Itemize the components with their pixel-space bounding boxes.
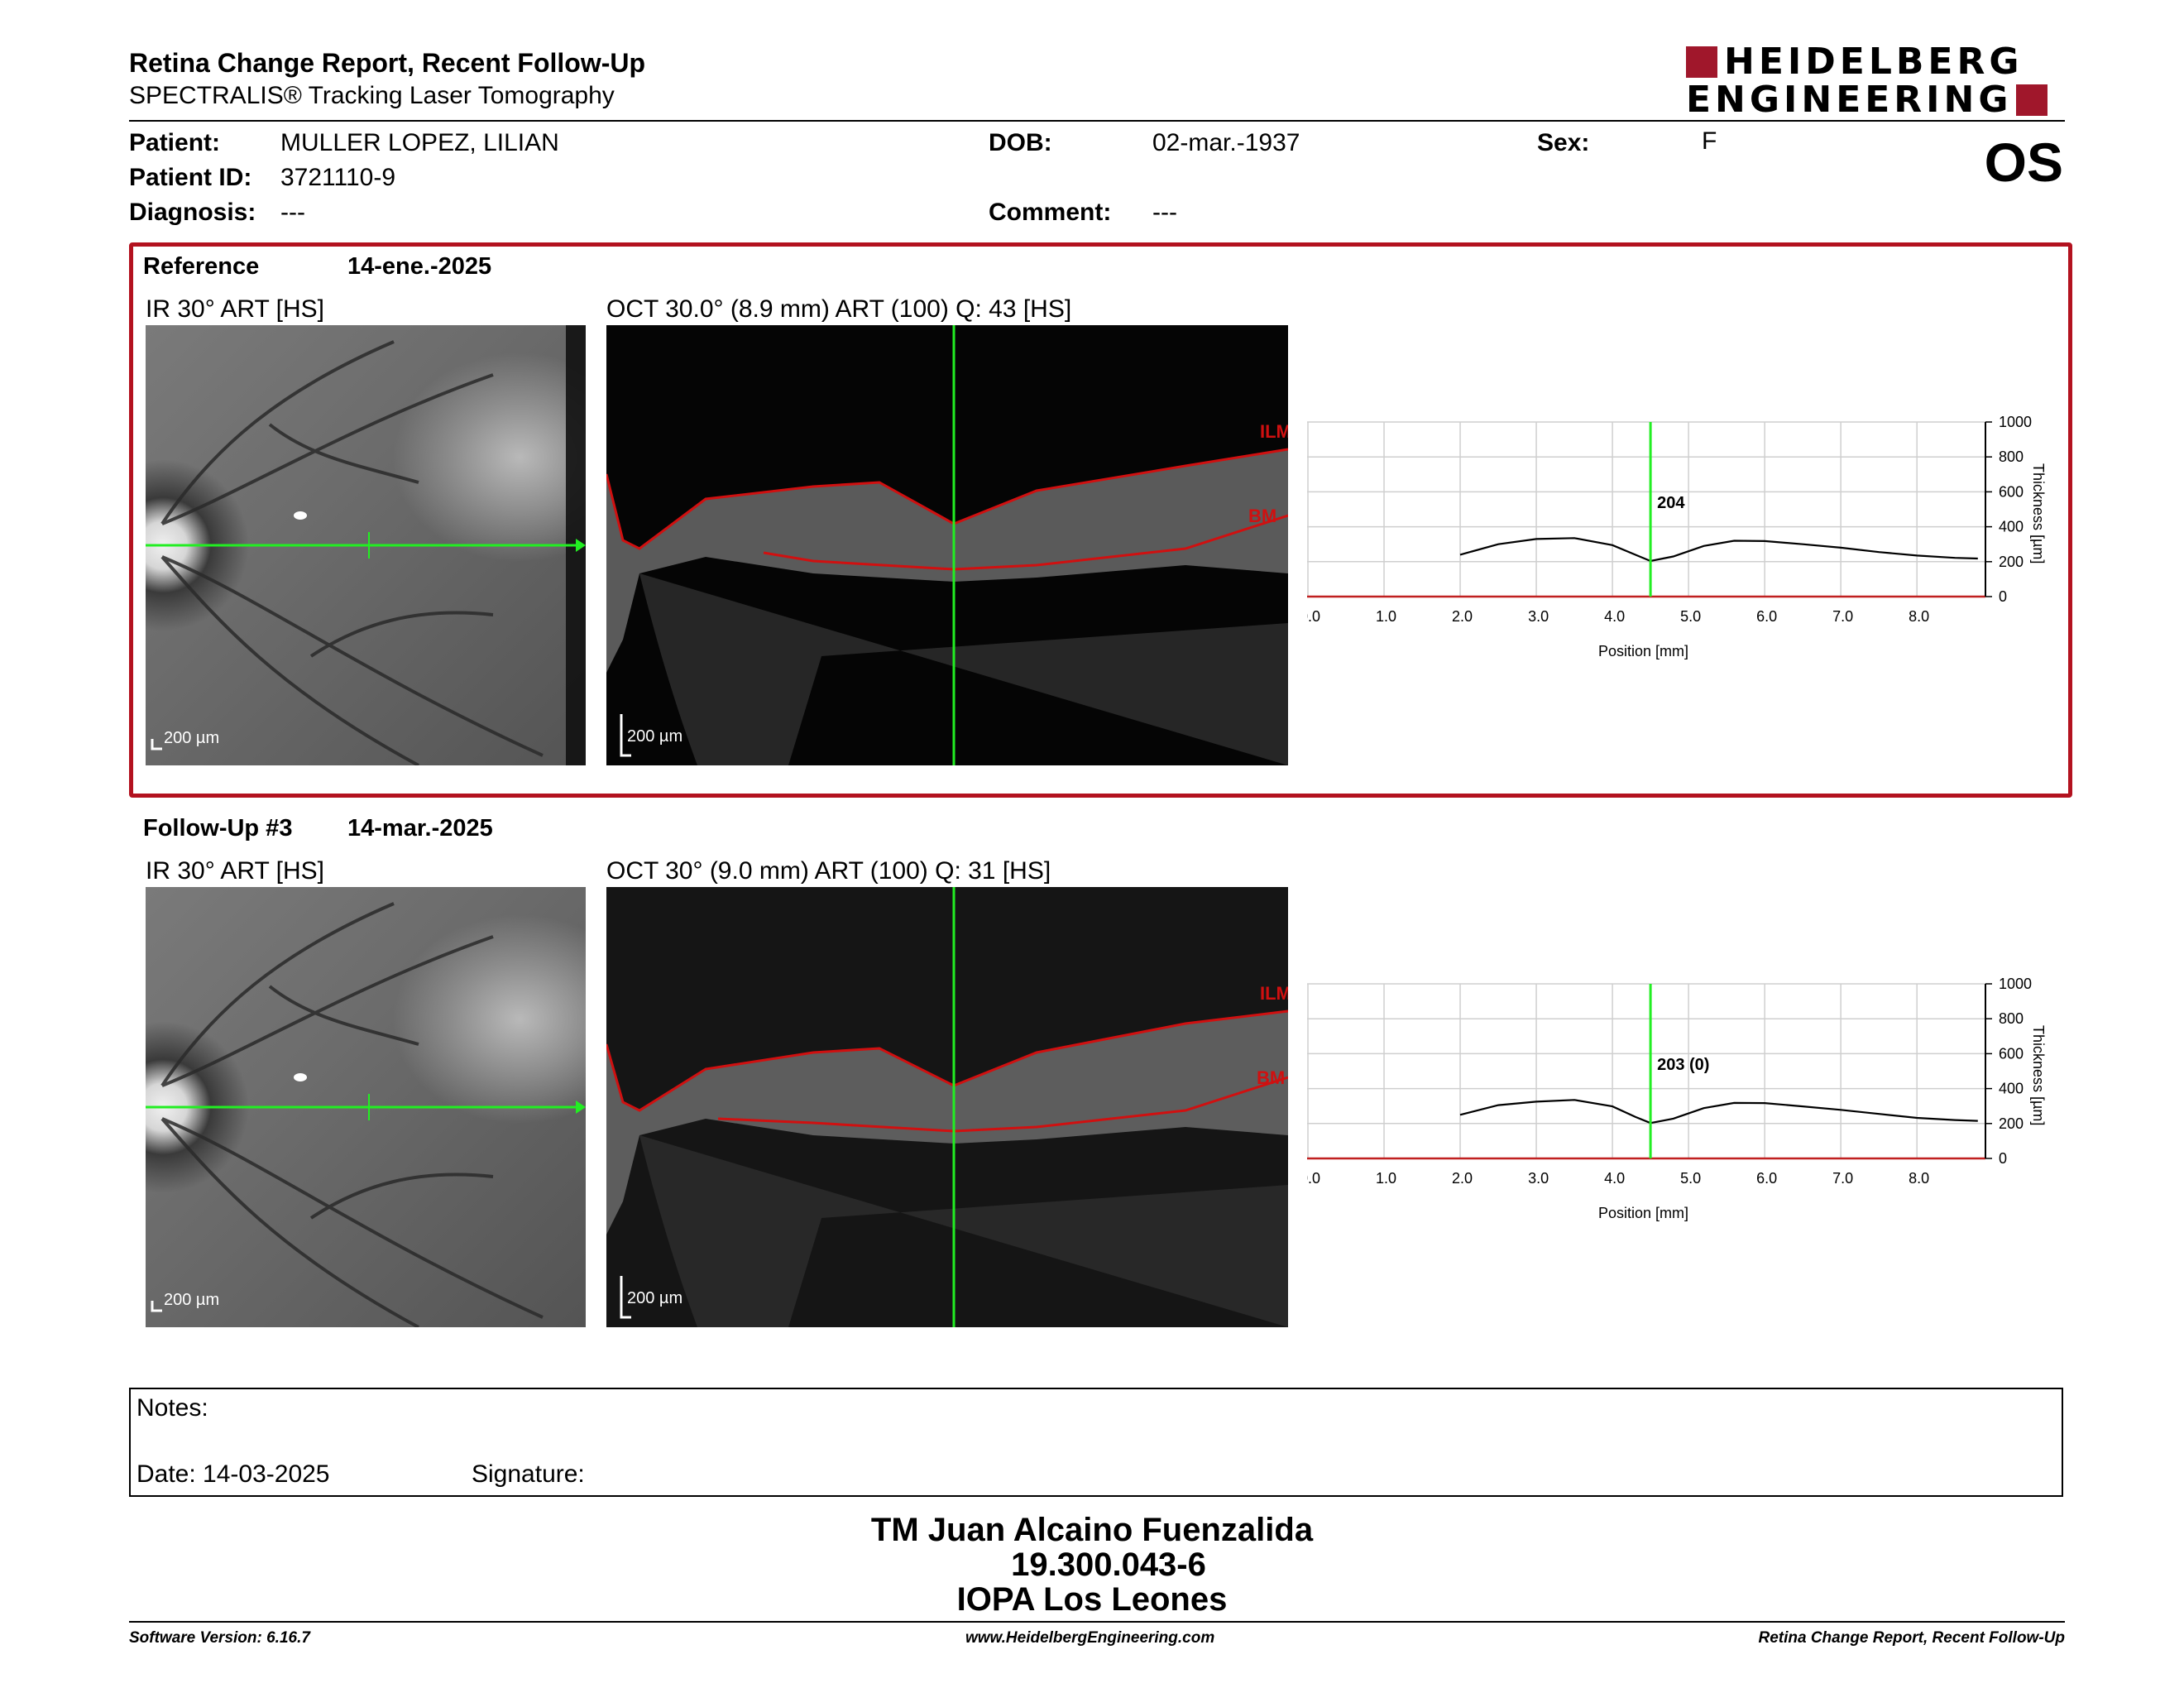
chart-x-tick-label: 4.0 — [1604, 1170, 1625, 1187]
chart-x-tick-label: 0.0 — [1307, 1170, 1320, 1187]
chart-y-tick-label: 600 — [1999, 483, 2024, 500]
fu-oct-layers — [606, 887, 1288, 1327]
chart-y-tick-label: 0 — [1999, 1150, 2007, 1167]
chart-thickness-line — [1459, 1099, 1978, 1125]
dob-value: 02-mar.-1937 — [1152, 129, 1300, 156]
eye-indicator: OS — [1984, 132, 2063, 193]
logo-square-icon — [1686, 46, 1717, 78]
fu-ir-scale-label: 200 µm — [164, 1291, 220, 1309]
chart-x-axis-label: Position [mm] — [1598, 1205, 1688, 1221]
chart-y-tick-label: 200 — [1999, 554, 2024, 570]
fu-ilm-label: ILM — [1260, 983, 1288, 1004]
chart-x-tick-label: 8.0 — [1909, 1170, 1929, 1187]
chart-x-tick-label: 8.0 — [1909, 608, 1929, 625]
header-divider — [129, 120, 2065, 122]
logo-text-line1: HEIDELBERG — [1724, 41, 2024, 83]
chart-marker-value-label: 204 — [1657, 494, 1685, 512]
footer-report-name: Retina Change Report, Recent Follow-Up — [1758, 1629, 2065, 1647]
ref-oct-layers — [606, 325, 1288, 765]
notes-box[interactable]: Notes: Date: 14-03-2025 Signature: — [129, 1388, 2063, 1497]
chart-x-tick-label: 2.0 — [1452, 608, 1473, 625]
chart-y-tick-label: 0 — [1999, 588, 2007, 605]
chart-x-tick-label: 3.0 — [1528, 608, 1549, 625]
heidelberg-logo: HEIDELBERG ENGINEERING — [1686, 43, 2070, 119]
diagnosis-value: --- — [280, 199, 305, 226]
chart-x-tick-label: 7.0 — [1832, 1170, 1853, 1187]
chart-y-tick-label: 1000 — [1999, 414, 2032, 430]
ref-fundus-vessels — [146, 325, 586, 765]
chart-y-tick-label: 600 — [1999, 1045, 2024, 1062]
chart-x-tick-label: 2.0 — [1452, 1170, 1473, 1187]
logo-square-icon — [2015, 84, 2048, 116]
footer-divider — [129, 1621, 2065, 1623]
ref-thickness-chart-svg: 0 200 400 600 800 1000 0.0 1.0 2.0 3.0 4.0 5.0 6.0 7.… — [1300, 414, 2047, 659]
dob-label: DOB: — [989, 129, 1052, 156]
chart-y-axis-label: Thickness [µm] — [2030, 463, 2047, 563]
fu-fundus-vessels — [146, 902, 586, 1327]
logo-text-line2: ENGINEERING — [1686, 79, 2013, 121]
sex-value: F — [1702, 127, 1717, 155]
chart-y-tick-label: 200 — [1999, 1115, 2024, 1132]
ref-ir-caption: IR 30° ART [HS] — [146, 295, 324, 323]
chart-x-tick-label: 4.0 — [1604, 608, 1625, 625]
report-title: Retina Change Report, Recent Follow-Up — [129, 48, 646, 78]
ref-ir-scale-label: 200 µm — [164, 729, 220, 747]
chart-thickness-line — [1459, 537, 1978, 563]
patient-id-label: Patient ID: — [129, 164, 252, 191]
followup-date: 14-mar.-2025 — [347, 815, 493, 842]
ref-thickness-chart: 0 200 400 600 800 1000 0.0 1.0 2.0 3.0 4.0 5.0 6.0 7.… — [1300, 414, 2101, 679]
comment-label: Comment: — [989, 199, 1112, 226]
fu-oct-scale-label: 200 µm — [627, 1289, 683, 1307]
report-subtitle: SPECTRALIS® Tracking Laser Tomography — [129, 82, 615, 109]
chart-y-tick-label: 1000 — [1999, 976, 2032, 992]
ref-ilm-label: ILM — [1260, 421, 1288, 442]
reference-label: Reference — [143, 253, 260, 280]
chart-y-tick-label: 400 — [1999, 519, 2024, 535]
signatory-institution: IOPA Los Leones — [956, 1581, 1228, 1618]
sex-label: Sex: — [1537, 129, 1590, 156]
reference-date: 14-ene.-2025 — [347, 253, 492, 280]
ref-ir-fundus-image: 200 µm — [146, 325, 586, 765]
comment-value: --- — [1152, 199, 1177, 226]
followup-label: Follow-Up #3 — [143, 815, 293, 842]
fu-thickness-chart: 0 200 400 600 800 1000 0.0 1.0 2.0 3.0 4.0 5.0 6.0 7.… — [1300, 976, 2101, 1240]
chart-x-tick-label: 5.0 — [1680, 608, 1701, 625]
chart-x-tick-label: 6.0 — [1756, 1170, 1777, 1187]
chart-marker-value-label: 203 (0) — [1657, 1056, 1709, 1074]
ref-oct-scale-label: 200 µm — [627, 727, 683, 746]
chart-x-tick-label: 1.0 — [1376, 1170, 1396, 1187]
ref-bm-label: BM — [1248, 506, 1277, 526]
chart-x-tick-label: 3.0 — [1528, 1170, 1549, 1187]
chart-x-axis-label: Position [mm] — [1598, 643, 1688, 659]
chart-x-tick-label: 5.0 — [1680, 1170, 1701, 1187]
notes-label: Notes: — [136, 1394, 208, 1422]
fu-thickness-chart-svg: 0 200 400 600 800 1000 0.0 1.0 2.0 3.0 4.0 5.0 6.0 7.… — [1300, 976, 2047, 1221]
signatory-id: 19.300.043-6 — [1011, 1547, 1206, 1583]
chart-y-tick-label: 800 — [1999, 448, 2024, 465]
footer-software-version: Software Version: 6.16.7 — [129, 1629, 310, 1647]
fu-ir-caption: IR 30° ART [HS] — [146, 857, 324, 885]
signatory-name: TM Juan Alcaino Fuenzalida — [870, 1512, 1314, 1548]
patient-label: Patient: — [129, 129, 221, 156]
chart-x-tick-label: 7.0 — [1832, 608, 1853, 625]
fu-oct-caption: OCT 30° (9.0 mm) ART (100) Q: 31 [HS] — [606, 857, 1051, 885]
chart-x-tick-label: 0.0 — [1307, 608, 1320, 625]
ref-oct-caption: OCT 30.0° (8.9 mm) ART (100) Q: 43 [HS] — [606, 295, 1072, 323]
chart-y-tick-label: 800 — [1999, 1010, 2024, 1027]
ref-oct-bscan-image: ILM BM 200 µm — [606, 325, 1288, 765]
fu-oct-bscan-image: ILM BM 200 µm — [606, 887, 1288, 1327]
reference-box — [129, 242, 2072, 798]
diagnosis-label: Diagnosis: — [129, 199, 256, 226]
patient-id: 3721110-9 — [280, 164, 396, 191]
chart-x-tick-label: 1.0 — [1376, 608, 1396, 625]
fu-bm-label: BM — [1257, 1067, 1286, 1088]
chart-y-tick-label: 400 — [1999, 1081, 2024, 1097]
date-label: Date: 14-03-2025 — [136, 1460, 330, 1488]
patient-name: MULLER LOPEZ, LILIAN — [280, 129, 559, 156]
fu-ir-fundus-image: 200 µm — [146, 887, 586, 1327]
chart-y-axis-label: Thickness [µm] — [2030, 1025, 2047, 1125]
signature-label: Signature: — [472, 1460, 585, 1488]
footer-website-link[interactable]: www.HeidelbergEngineering.com — [965, 1629, 1215, 1647]
chart-x-tick-label: 6.0 — [1756, 608, 1777, 625]
